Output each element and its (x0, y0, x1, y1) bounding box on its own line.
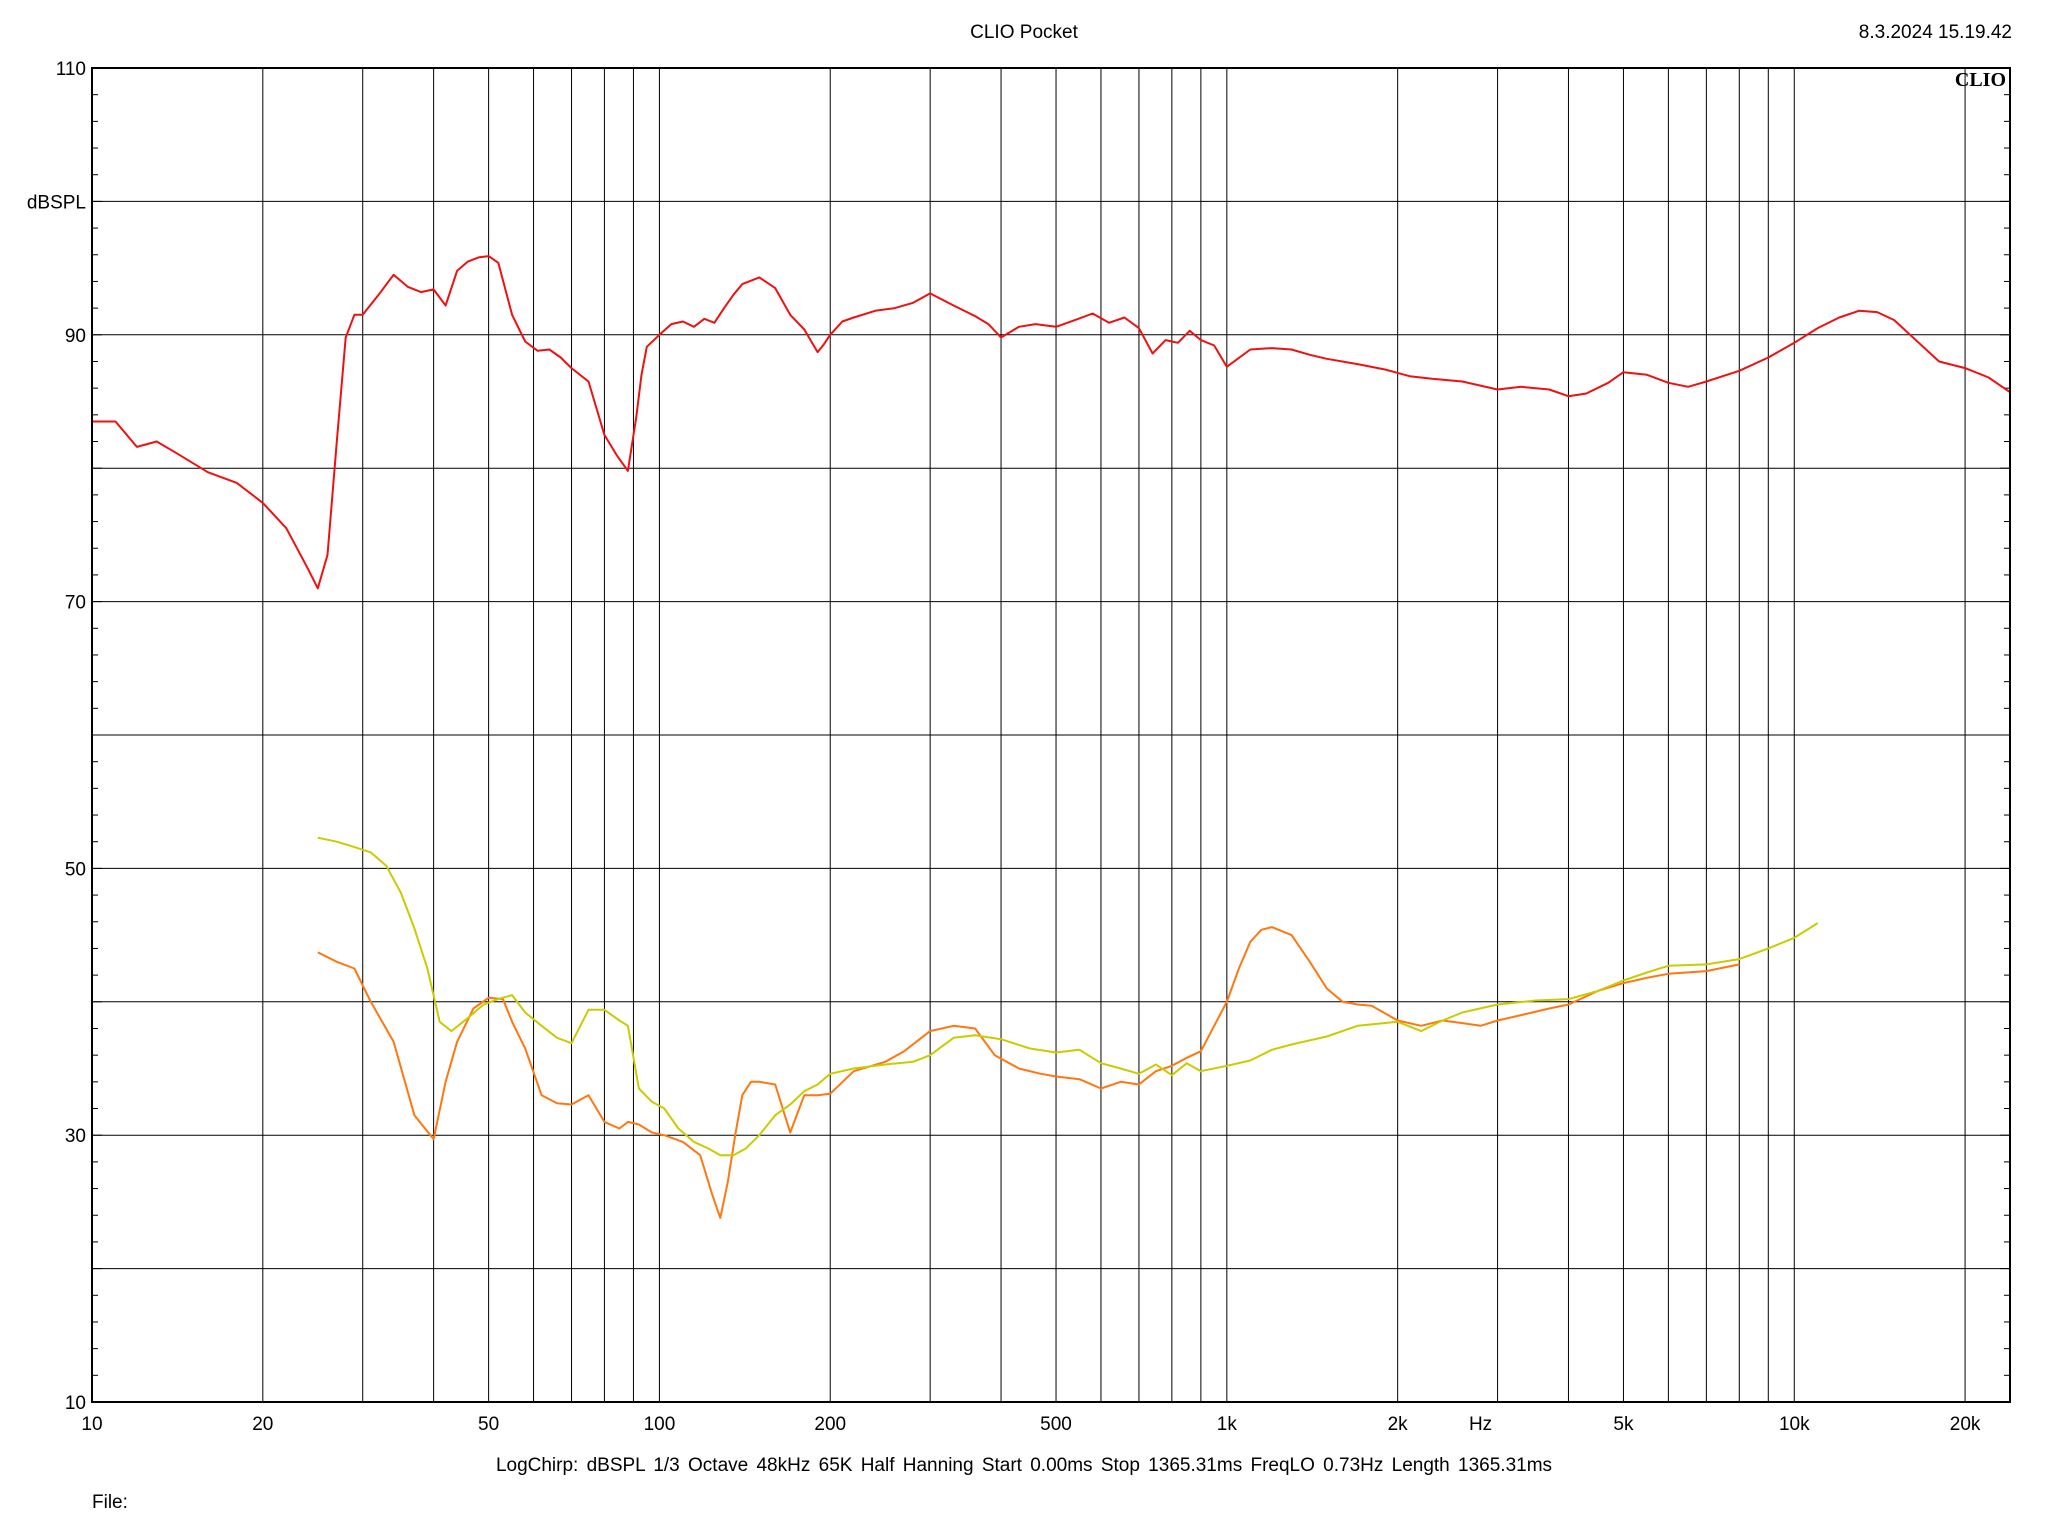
x-tick-labels: 10 20 50 100 200 500 1k 2k 5k 10k 20k (81, 1414, 1980, 1435)
x-tick-label: 20k (1950, 1414, 1981, 1435)
y-tick-label: 30 (65, 1126, 86, 1147)
x-tick-label: 10k (1779, 1414, 1810, 1435)
file-label: File: (92, 1492, 128, 1513)
clio-logo: CLIO (1955, 69, 2006, 91)
x-tick-label: 500 (1040, 1414, 1072, 1435)
y-tick-label: 10 (65, 1393, 86, 1414)
chart-title: CLIO Pocket (970, 22, 1078, 43)
y-tick-label: 70 (65, 593, 86, 614)
series-line-1 (92, 255, 2011, 590)
x-axis-label: Hz (1469, 1414, 1492, 1435)
series-line-3 (317, 836, 1819, 1157)
x-tick-label: 20 (252, 1414, 273, 1435)
y-tick-labels: 10 30 50 70 90 110 (56, 59, 86, 1414)
grid (92, 68, 2010, 1402)
x-tick-label: 5k (1613, 1414, 1634, 1435)
y-tick-label: 90 (65, 326, 86, 347)
y-tick-label: 50 (65, 859, 86, 880)
x-tick-label: 50 (478, 1414, 499, 1435)
x-tick-label: 100 (644, 1414, 676, 1435)
timestamp: 8.3.2024 15.19.42 (1858, 22, 2012, 43)
x-tick-label: 10 (81, 1414, 102, 1435)
x-tick-label: 2k (1388, 1414, 1409, 1435)
measurement-settings: LogChirp: dBSPL 1/3 Octave 48kHz 65K Hal… (495, 1455, 1553, 1476)
y-axis-label: dBSPL (27, 192, 86, 213)
plot-frame (91, 67, 2011, 1403)
x-tick-label: 1k (1217, 1414, 1238, 1435)
series-layer (92, 255, 2011, 1219)
x-tick-label: 200 (814, 1414, 846, 1435)
y-tick-label: 110 (56, 59, 86, 80)
series-line-2 (317, 926, 1740, 1219)
